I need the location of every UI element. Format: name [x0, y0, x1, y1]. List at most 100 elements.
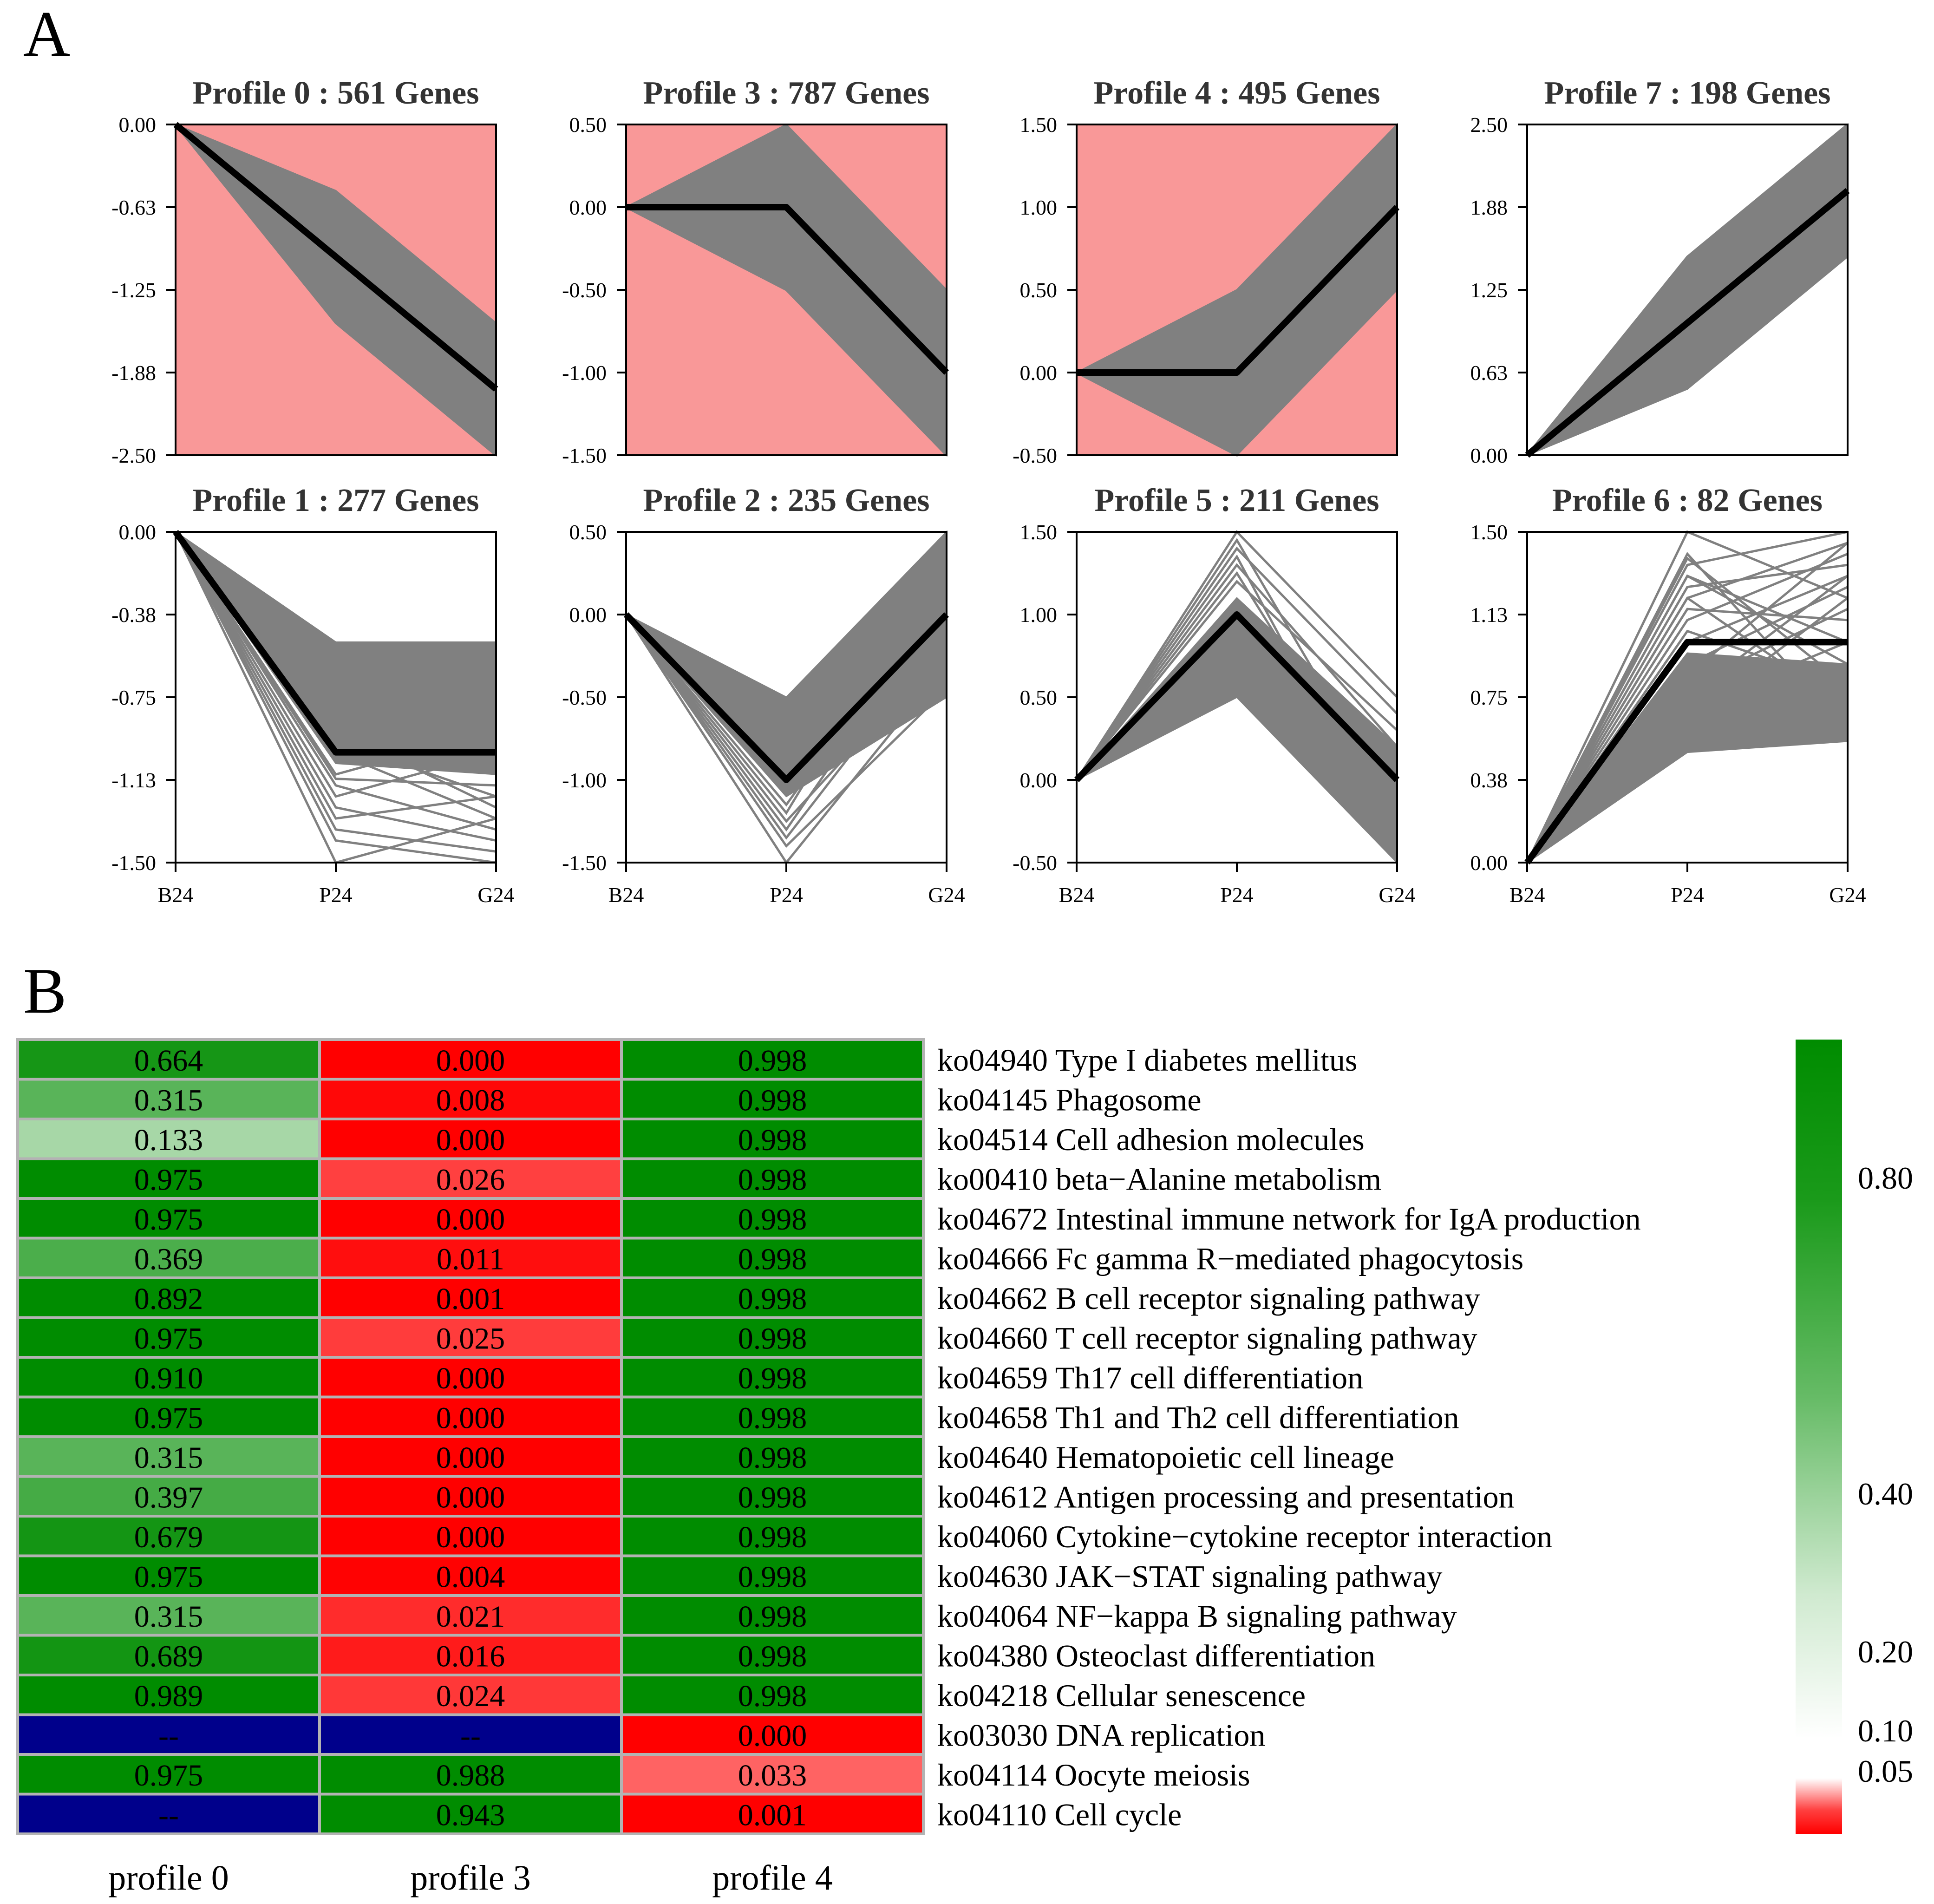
cell-value: 0.025: [436, 1322, 505, 1355]
gene-line: [174, 531, 497, 820]
gene-line: [625, 614, 947, 840]
profile-title: Profile 3 : 787 Genes: [643, 75, 930, 111]
heatmap-cell: [16, 1276, 321, 1319]
cell-value: 0.000: [436, 1441, 505, 1475]
cell-value: 0.998: [738, 1401, 807, 1435]
heatmap-cell: [318, 1713, 623, 1756]
gene-line: [626, 206, 947, 407]
x-tick-label: B24: [608, 883, 644, 907]
gene-line: [174, 531, 497, 842]
cell-value: 0.397: [134, 1480, 203, 1514]
heatmap-cell: [16, 1157, 321, 1200]
x-tick-label: P24: [319, 883, 353, 907]
gene-line: [626, 156, 947, 357]
cell-value: 0.000: [436, 1401, 505, 1435]
row-label: ko04662 B cell receptor signaling pathwa…: [937, 1281, 1480, 1316]
cell-value: 0.998: [738, 1600, 807, 1634]
profile-plot-profile-2: Profile 2 : 235 Genes 0.50 0.00 -0.50 -1.00 -…: [562, 483, 965, 907]
panel-a-profiles: Profile 0 : 561 Genes 0.00 -0.63 -1.25 -1.88…: [111, 75, 1866, 907]
x-tick-label: G24: [1829, 883, 1866, 907]
x-tick-label: B24: [158, 883, 194, 907]
cell-value: 0.000: [436, 1480, 505, 1514]
gene-line: [1075, 554, 1398, 855]
y-tick-label: 0.00: [1470, 444, 1508, 467]
gene-line: [175, 531, 497, 809]
gene-line: [1526, 137, 1849, 456]
cell-value: 0.315: [134, 1600, 203, 1634]
cell-value: 0.975: [134, 1759, 203, 1793]
column-label: profile 0: [108, 1858, 229, 1897]
heatmap-cell: [620, 1316, 925, 1359]
gene-line: [1526, 574, 1848, 864]
heatmap-cell: [620, 1197, 925, 1240]
gene-line: [1526, 553, 1848, 864]
heatmap-cell: [620, 1118, 925, 1160]
panel-b-heatmap: 0.664 0.000 0.998 ko04940 Type I diabetes m…: [16, 1038, 1913, 1897]
cell-value: 0.000: [436, 1123, 505, 1157]
gene-line: [175, 123, 497, 403]
y-tick-label: 1.88: [1470, 196, 1508, 219]
profile-plot-profile-3: Profile 3 : 787 Genes 0.50 0.00 -0.50 -1.00 -…: [562, 75, 949, 467]
heatmap-cell: [16, 1356, 321, 1399]
cell-value: 0.975: [134, 1322, 203, 1355]
row-label: ko03030 DNA replication: [937, 1717, 1265, 1753]
row-label: ko04612 Antigen processing and presentat…: [937, 1479, 1515, 1514]
gene-line: [174, 531, 497, 787]
gene-line: [625, 581, 948, 807]
x-tick-label: P24: [770, 883, 803, 907]
heatmap-cell: [16, 1475, 321, 1518]
cell-value: 0.998: [738, 1282, 807, 1316]
x-tick-label: B24: [1059, 883, 1095, 907]
row-label: ko04660 T cell receptor signaling pathwa…: [937, 1320, 1477, 1355]
row-label: ko04114 Oocyte meiosis: [937, 1757, 1250, 1793]
gene-line: [1076, 132, 1398, 374]
colorbar-tick-label: 0.05: [1858, 1754, 1913, 1789]
y-tick-label: -1.50: [562, 444, 607, 467]
gene-line: [1526, 563, 1848, 864]
y-tick-label: 0.50: [569, 520, 607, 544]
gene-line: [1526, 586, 1849, 864]
model-profile-line: [623, 612, 949, 783]
cell-value: 0.998: [738, 1044, 807, 1078]
heatmap-cell: [16, 1713, 321, 1756]
heatmap-cell: [16, 1237, 321, 1279]
row-label: ko04940 Type I diabetes mellitus: [937, 1042, 1357, 1078]
colorbar-tick-label: 0.10: [1858, 1713, 1913, 1748]
gene-line: [1076, 256, 1398, 449]
heatmap-cell: [620, 1435, 925, 1478]
heatmap-grid: 0.664 0.000 0.998 ko04940 Type I diabetes m…: [16, 1038, 1641, 1897]
gene-line: [175, 124, 497, 456]
y-tick-label: -0.75: [111, 686, 156, 709]
row-label: ko04640 Hematopoietic cell lineage: [937, 1439, 1394, 1475]
y-tick-label: 1.50: [1470, 520, 1508, 544]
profile-title: Profile 4 : 495 Genes: [1094, 75, 1380, 111]
row-label: ko04064 NF−kappa B signaling pathway: [937, 1598, 1457, 1634]
x-tick-label: G24: [1379, 883, 1415, 907]
gene-line: [626, 206, 947, 423]
model-profile-line: [1524, 639, 1848, 865]
y-tick-label: -1.88: [111, 361, 156, 385]
cell-value: 0.998: [738, 1480, 807, 1514]
heatmap-cell: [16, 1316, 321, 1359]
row-label: ko04145 Phagosome: [937, 1082, 1202, 1117]
y-tick-label: -0.50: [562, 686, 607, 709]
y-tick-label: -1.13: [111, 768, 156, 792]
gene-line: [1075, 546, 1398, 781]
y-tick-label: -0.50: [1013, 851, 1057, 875]
gene-line: [174, 531, 497, 864]
row-label: ko04218 Cellular senescence: [937, 1678, 1306, 1713]
gene-line: [175, 531, 497, 743]
y-tick-label: 0.00: [1020, 768, 1058, 792]
cell-value: 0.989: [134, 1679, 203, 1713]
gene-line: [625, 131, 947, 324]
cell-value: 0.998: [738, 1123, 807, 1157]
y-tick-label: 1.50: [1020, 520, 1058, 544]
cell-value: 0.011: [437, 1242, 504, 1276]
profile-plot-profile-0: Profile 0 : 561 Genes 0.00 -0.63 -1.25 -1.88…: [111, 75, 498, 467]
heatmap-cell: [318, 1793, 623, 1835]
cell-value: 0.998: [738, 1361, 807, 1395]
profile-plot-profile-4: Profile 4 : 495 Genes 1.50 1.00 0.50 0.00 -0.…: [1013, 75, 1400, 467]
cell-value: 0.998: [738, 1520, 807, 1554]
gene-line: [625, 206, 947, 456]
cell-value: 0.998: [738, 1441, 807, 1475]
